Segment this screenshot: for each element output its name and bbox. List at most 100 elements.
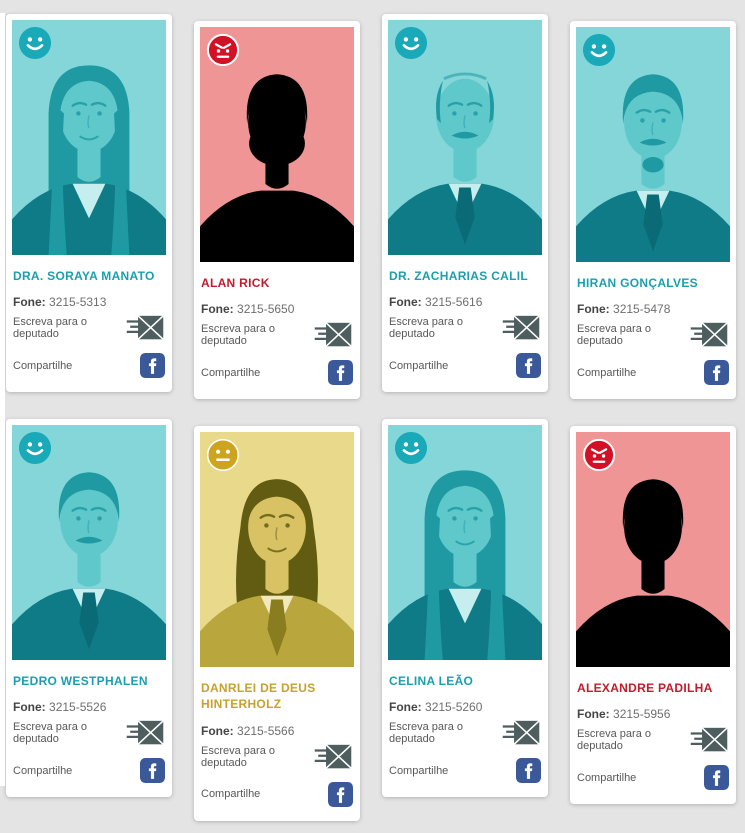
deputy-card: CELINA LEÃO Fone: 3215-5260 Escreva para… <box>382 419 548 798</box>
write-row: Escreva para o deputado <box>201 743 353 771</box>
phone-number: 3215-5478 <box>613 302 671 317</box>
phone-number: 3215-5616 <box>425 295 483 310</box>
facebook-icon[interactable] <box>704 360 729 386</box>
portrait-image <box>12 20 166 255</box>
write-to-deputy-label[interactable]: Escreva para o deputado <box>13 721 87 746</box>
facebook-icon[interactable] <box>516 758 541 784</box>
phone-label: Fone: <box>13 295 46 310</box>
write-row: Escreva para o deputado <box>389 719 541 747</box>
phone-label: Fone: <box>577 707 610 722</box>
deputy-card: HIRAN GONÇALVES Fone: 3215-5478 Escreva … <box>570 21 736 400</box>
deputy-name[interactable]: DR. ZACHARIAS CALIL <box>389 269 529 283</box>
phone-number: 3215-5956 <box>613 707 671 722</box>
send-mail-icon[interactable] <box>689 321 729 349</box>
write-to-deputy-label[interactable]: Escreva para o deputado <box>201 744 275 769</box>
write-to-deputy-label[interactable]: Escreva para o deputado <box>577 728 651 753</box>
send-mail-icon[interactable] <box>313 321 353 349</box>
facebook-icon[interactable] <box>328 360 353 386</box>
deputy-photo[interactable] <box>388 20 542 255</box>
deputy-name[interactable]: DANRLEI DE DEUS HINTERHOLZ <box>201 681 316 712</box>
phone-row: Fone: 3215-5313 <box>13 295 165 309</box>
deputy-name[interactable]: DRA. SORAYA MANATO <box>13 269 155 283</box>
deputy-card: ALEXANDRE PADILHA Fone: 3215-5956 Escrev… <box>570 426 736 805</box>
phone-row: Fone: 3215-5526 <box>13 700 165 714</box>
portrait-image <box>200 432 354 668</box>
send-mail-icon[interactable] <box>689 726 729 754</box>
share-row: Compartilhe <box>201 781 353 807</box>
phone-row: Fone: 3215-5650 <box>201 302 353 316</box>
deputy-photo[interactable] <box>388 425 542 661</box>
deputy-name[interactable]: PEDRO WESTPHALEN <box>13 674 148 689</box>
share-label: Compartilhe <box>201 366 261 379</box>
portrait-image <box>388 20 542 255</box>
share-row: Compartilhe <box>389 758 541 784</box>
share-row: Compartilhe <box>577 360 729 386</box>
neutral-face-icon <box>206 438 240 472</box>
send-mail-icon[interactable] <box>125 719 165 747</box>
deputy-photo[interactable] <box>200 27 354 262</box>
deputy-photo[interactable] <box>576 27 730 262</box>
share-label: Compartilhe <box>577 366 637 379</box>
deputy-photo[interactable] <box>200 432 354 668</box>
deputy-card: DANRLEI DE DEUS HINTERHOLZ Fone: 3215-55… <box>194 426 360 821</box>
facebook-icon[interactable] <box>516 353 541 379</box>
deputy-card: DRA. SORAYA MANATO Fone: 3215-5313 Escre… <box>6 14 172 393</box>
deputy-photo[interactable] <box>12 425 166 661</box>
happy-face-icon <box>394 26 428 60</box>
angry-face-icon <box>206 33 240 67</box>
happy-face-icon <box>18 26 52 60</box>
write-row: Escreva para o deputado <box>577 726 729 754</box>
share-row: Compartilhe <box>13 353 165 379</box>
send-mail-icon[interactable] <box>125 314 165 342</box>
phone-number: 3215-5260 <box>425 700 483 715</box>
send-mail-icon[interactable] <box>501 719 541 747</box>
happy-face-icon <box>582 33 616 67</box>
deputy-name[interactable]: HIRAN GONÇALVES <box>577 276 698 290</box>
facebook-icon[interactable] <box>140 758 165 784</box>
phone-label: Fone: <box>13 700 46 715</box>
write-row: Escreva para o deputado <box>13 314 165 342</box>
facebook-icon[interactable] <box>328 781 353 807</box>
share-label: Compartilhe <box>389 359 449 372</box>
portrait-image <box>12 425 166 661</box>
deputy-name[interactable]: CELINA LEÃO <box>389 674 474 689</box>
facebook-icon[interactable] <box>704 765 729 791</box>
phone-number: 3215-5650 <box>237 302 295 317</box>
write-to-deputy-label[interactable]: Escreva para o deputado <box>389 721 463 746</box>
write-row: Escreva para o deputado <box>13 719 165 747</box>
portrait-image <box>388 425 542 661</box>
deputy-name[interactable]: ALEXANDRE PADILHA <box>577 681 713 696</box>
write-to-deputy-label[interactable]: Escreva para o deputado <box>201 323 275 348</box>
portrait-image <box>576 27 730 262</box>
page-left-edge <box>0 13 5 786</box>
send-mail-icon[interactable] <box>313 743 353 771</box>
facebook-icon[interactable] <box>140 353 165 379</box>
write-row: Escreva para o deputado <box>201 321 353 349</box>
phone-row: Fone: 3215-5956 <box>577 707 729 721</box>
happy-face-icon <box>394 431 428 465</box>
write-to-deputy-label[interactable]: Escreva para o deputado <box>389 316 463 341</box>
share-label: Compartilhe <box>13 359 73 372</box>
write-row: Escreva para o deputado <box>577 321 729 349</box>
share-label: Compartilhe <box>13 764 73 777</box>
write-to-deputy-label[interactable]: Escreva para o deputado <box>13 316 87 341</box>
deputy-photo[interactable] <box>576 432 730 668</box>
phone-number: 3215-5566 <box>237 723 295 738</box>
deputy-name[interactable]: ALAN RICK <box>201 276 270 290</box>
deputy-card: ALAN RICK Fone: 3215-5650 Escreva para o… <box>194 21 360 400</box>
deputy-card: PEDRO WESTPHALEN Fone: 3215-5526 Escreva… <box>6 419 172 798</box>
portrait-image <box>200 27 354 262</box>
send-mail-icon[interactable] <box>501 314 541 342</box>
share-row: Compartilhe <box>13 758 165 784</box>
phone-row: Fone: 3215-5260 <box>389 700 541 714</box>
deputy-photo[interactable] <box>12 20 166 255</box>
share-row: Compartilhe <box>389 353 541 379</box>
happy-face-icon <box>18 431 52 465</box>
write-to-deputy-label[interactable]: Escreva para o deputado <box>577 323 651 348</box>
phone-row: Fone: 3215-5566 <box>201 724 353 738</box>
phone-label: Fone: <box>201 723 234 738</box>
phone-row: Fone: 3215-5616 <box>389 295 541 309</box>
phone-label: Fone: <box>389 295 422 310</box>
phone-label: Fone: <box>201 302 234 317</box>
